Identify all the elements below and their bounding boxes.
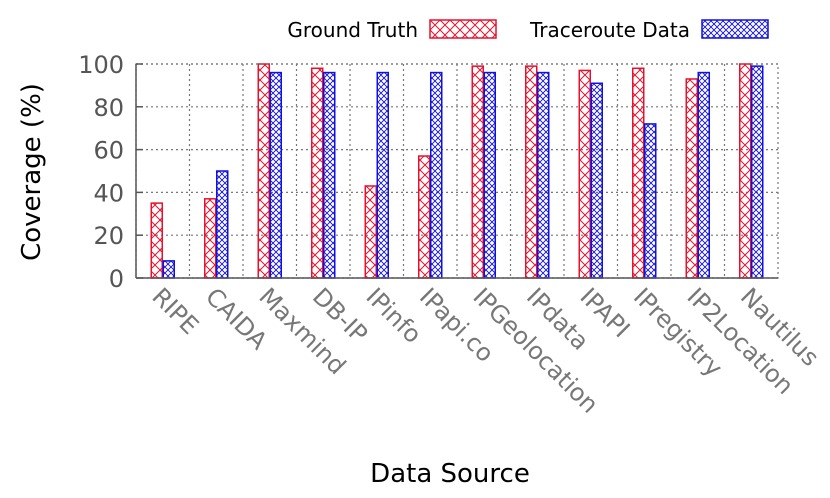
bar-ground-truth-ipdata	[525, 65, 538, 279]
x-tick-labels: RIPECAIDAMaxmindDB-IPIPinfoIPapi.coIPGeo…	[147, 282, 825, 418]
y-tick-label: 60	[93, 137, 124, 165]
y-tick-label: 80	[93, 94, 124, 122]
bar-traceroute-data-ipregistry	[644, 123, 657, 279]
bar-traceroute-data-db-ip	[323, 71, 336, 279]
axes	[135, 63, 779, 279]
bar-traceroute-data-ipdata	[537, 71, 550, 279]
bar-ground-truth-ipapi	[578, 69, 591, 279]
bar-traceroute-data-ipapi	[590, 82, 603, 279]
y-tick-label: 0	[109, 265, 124, 293]
y-axis-title: Coverage (%)	[17, 83, 47, 261]
bar-traceroute-data-ripe	[162, 260, 175, 279]
bar-ground-truth-ripe	[150, 202, 163, 279]
bar-traceroute-data-ip2location	[697, 71, 710, 279]
x-tick-label: IPinfo	[361, 282, 428, 349]
y-tick-label: 20	[93, 222, 124, 250]
x-axis-title: Data Source	[370, 459, 530, 489]
legend: Ground Truth Traceroute Data	[287, 18, 769, 42]
y-tick-label: 40	[93, 179, 124, 207]
y-tick-label: 100	[78, 51, 124, 79]
legend-label-traceroute-data: Traceroute Data	[529, 18, 690, 42]
bar-ground-truth-db-ip	[311, 67, 324, 279]
bar-traceroute-data-ipgeolocation	[483, 71, 496, 279]
bar-ground-truth-ipregistry	[632, 67, 645, 279]
bar-traceroute-data-ipapi-co	[430, 71, 443, 279]
bar-ground-truth-maxmind	[257, 63, 270, 279]
bar-ground-truth-ipapi-co	[418, 155, 431, 279]
bar-traceroute-data-maxmind	[269, 71, 282, 279]
bar-traceroute-data-ipinfo	[376, 71, 389, 279]
bar-traceroute-data-nautilus	[751, 65, 764, 279]
legend-swatch-traceroute-data	[701, 19, 769, 39]
bar-ground-truth-caida	[204, 198, 217, 279]
x-tick-label: RIPE	[147, 282, 205, 340]
bar-ground-truth-nautilus	[739, 63, 752, 279]
y-tick-labels: 0 20 40 60 80 100	[78, 51, 124, 293]
bar-traceroute-data-caida	[216, 170, 229, 279]
bar-ground-truth-ip2location	[685, 78, 698, 279]
legend-label-ground-truth: Ground Truth	[287, 18, 418, 42]
gridlines	[136, 63, 778, 278]
bar-ground-truth-ipgeolocation	[471, 65, 484, 279]
legend-swatch-ground-truth	[429, 19, 497, 39]
bar-ground-truth-ipinfo	[364, 185, 377, 279]
